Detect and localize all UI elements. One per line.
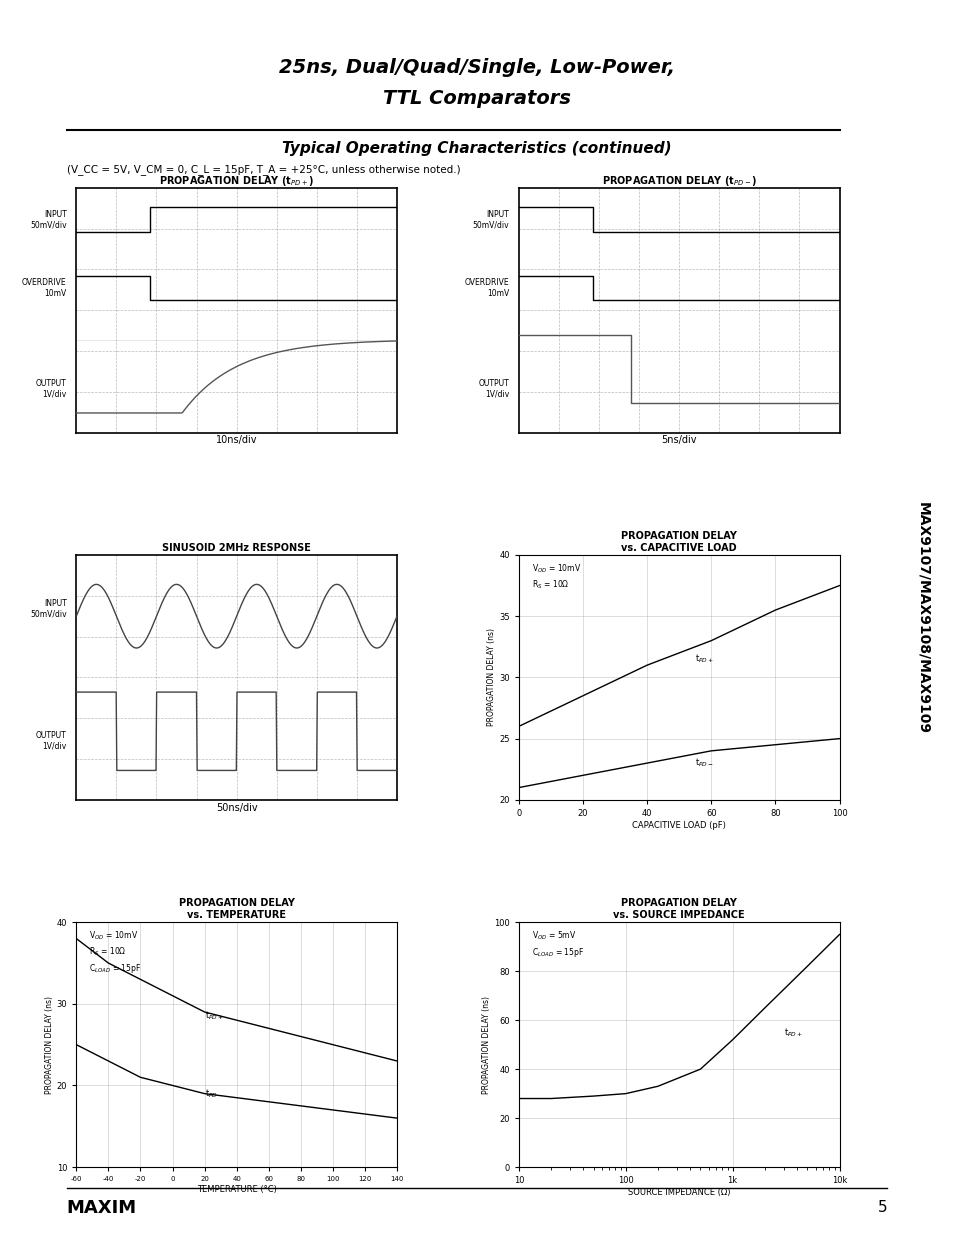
Text: INPUT
50mV/div: INPUT 50mV/div: [472, 210, 509, 230]
Text: V$_{OD}$ = 5mV
C$_{LOAD}$ = 15pF: V$_{OD}$ = 5mV C$_{LOAD}$ = 15pF: [531, 930, 583, 958]
X-axis label: CAPACITIVE LOAD (pF): CAPACITIVE LOAD (pF): [632, 820, 725, 830]
Text: OUTPUT
1V/div: OUTPUT 1V/div: [478, 379, 509, 398]
Title: PROPAGATION DELAY
vs. TEMPERATURE: PROPAGATION DELAY vs. TEMPERATURE: [178, 899, 294, 920]
X-axis label: 50ns/div: 50ns/div: [215, 803, 257, 813]
Text: 25ns, Dual/Quad/Single, Low-Power,: 25ns, Dual/Quad/Single, Low-Power,: [278, 58, 675, 78]
Text: t$_{PD-}$: t$_{PD-}$: [204, 1087, 223, 1100]
Title: PROPAGATION DELAY
vs. CAPACITIVE LOAD: PROPAGATION DELAY vs. CAPACITIVE LOAD: [620, 531, 737, 553]
Text: 5: 5: [877, 1200, 886, 1215]
Text: OVERDRIVE
10mV: OVERDRIVE 10mV: [22, 278, 67, 298]
Text: INPUT
50mV/div: INPUT 50mV/div: [30, 210, 67, 230]
X-axis label: TEMPERATURE (°C): TEMPERATURE (°C): [196, 1184, 276, 1194]
Title: PROPAGATION DELAY
vs. SOURCE IMPEDANCE: PROPAGATION DELAY vs. SOURCE IMPEDANCE: [613, 899, 744, 920]
X-axis label: 10ns/div: 10ns/div: [215, 435, 257, 446]
Text: OVERDRIVE
10mV: OVERDRIVE 10mV: [464, 278, 509, 298]
Text: Typical Operating Characteristics (continued): Typical Operating Characteristics (conti…: [282, 141, 671, 156]
X-axis label: 5ns/div: 5ns/div: [660, 435, 697, 446]
Text: V$_{OD}$ = 10mV
R$_S$ = 10Ω: V$_{OD}$ = 10mV R$_S$ = 10Ω: [531, 562, 580, 590]
Text: TTL Comparators: TTL Comparators: [382, 89, 571, 109]
Text: MAX9107/MAX9108/MAX9109: MAX9107/MAX9108/MAX9109: [916, 501, 929, 734]
Text: INPUT
50mV/div: INPUT 50mV/div: [30, 599, 67, 619]
Y-axis label: PROPAGATION DELAY (ns): PROPAGATION DELAY (ns): [487, 629, 496, 726]
Title: SINUSOID 2MHz RESPONSE: SINUSOID 2MHz RESPONSE: [162, 543, 311, 553]
Text: t$_{PD+}$: t$_{PD+}$: [695, 653, 714, 666]
Text: t$_{PD+}$: t$_{PD+}$: [782, 1026, 801, 1039]
Text: OUTPUT
1V/div: OUTPUT 1V/div: [36, 731, 67, 751]
Text: MAXIM: MAXIM: [67, 1199, 137, 1216]
Title: PROPAGATION DELAY (t$_{PD+}$): PROPAGATION DELAY (t$_{PD+}$): [159, 174, 314, 188]
Text: V$_{OD}$ = 10mV
R$_S$ = 10Ω
C$_{LOAD}$ = 15pF: V$_{OD}$ = 10mV R$_S$ = 10Ω C$_{LOAD}$ =…: [89, 930, 141, 974]
Text: t$_{PD-}$: t$_{PD-}$: [695, 757, 714, 769]
Text: OUTPUT
1V/div: OUTPUT 1V/div: [36, 379, 67, 398]
Y-axis label: PROPAGATION DELAY (ns): PROPAGATION DELAY (ns): [482, 995, 491, 1094]
Text: (V_CC = 5V, V_CM = 0, C_L = 15pF, T_A = +25°C, unless otherwise noted.): (V_CC = 5V, V_CM = 0, C_L = 15pF, T_A = …: [67, 164, 460, 174]
Y-axis label: PROPAGATION DELAY (ns): PROPAGATION DELAY (ns): [45, 995, 53, 1094]
Title: PROPAGATION DELAY (t$_{PD-}$): PROPAGATION DELAY (t$_{PD-}$): [601, 174, 756, 188]
X-axis label: SOURCE IMPEDANCE (Ω): SOURCE IMPEDANCE (Ω): [627, 1188, 730, 1197]
Text: t$_{PD+}$: t$_{PD+}$: [204, 1010, 223, 1023]
